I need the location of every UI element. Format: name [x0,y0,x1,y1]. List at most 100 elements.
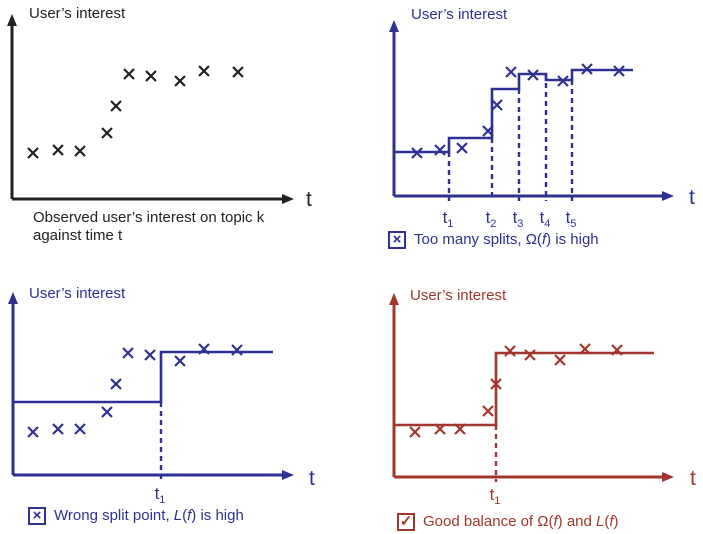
x-mark-icon [198,343,210,355]
panel-caption: × Wrong split point, L(f) is high [28,506,244,525]
step-function-line [394,351,654,427]
caption-segment: f [187,507,192,524]
x-mark-icon [581,63,593,75]
x-mark-icon [122,347,134,359]
x-mark-icon [101,406,113,418]
x-mark-icon [74,145,86,157]
x-axis-arrow-icon [282,194,294,204]
x-mark-icon [554,354,566,366]
caption-segment: f [553,513,558,530]
x-axis-arrow-icon [282,470,294,480]
caption-segment: L [596,513,605,530]
split-label: t1 [490,485,501,507]
caption-segment: ) [613,513,619,530]
x-mark-icon [491,99,503,111]
caption-segment: Good balance of [423,513,538,530]
data-points [27,343,243,438]
split-label: t2 [486,208,497,230]
x-mark-icon [145,70,157,82]
caption-line: Observed user’s interest on topic k [33,209,265,226]
x-mark-icon [524,349,536,361]
y-axis-arrow-icon [389,20,399,32]
boxed-x-icon: × [388,230,406,249]
x-mark-icon [579,343,591,355]
x-mark-icon [454,423,466,435]
caption-segment: Wrong split point, [54,507,174,524]
caption-segment: Ω( [525,231,542,248]
x-mark-icon [434,144,446,156]
caption-segment: f [609,513,614,530]
axis-title: User’s interest [411,6,508,23]
x-mark-icon [504,345,516,357]
caption-segment: ) is high [546,231,599,248]
caption-segment: Too many splits, [414,231,526,248]
x-mark-icon [101,127,113,139]
axis-title: User’s interest [410,287,507,304]
t-axis-label: t [306,188,312,211]
axis-title: User’s interest [29,285,126,302]
caption-segment: ) is high [191,507,244,524]
x-mark-icon [27,147,39,159]
caption-text: Too many splits, Ω(f) is high [414,230,599,249]
caption-segment: Ω( [537,513,554,530]
panel-plot-too-many-splits: User’s interest t t1 t2 t3 t4 t5 [389,6,695,230]
x-axis-arrow-icon [662,191,674,201]
data-points [27,65,244,159]
panel-plot-observed: User’s interest t [7,5,312,211]
axis-title: User’s interest [29,5,126,22]
caption-segment: ( [182,507,188,524]
x-mark-icon [174,355,186,367]
x-mark-icon [52,144,64,156]
panel-caption: × Too many splits, Ω(f) is high [388,230,599,249]
panel-plot-wrong-split: User’s interest t t1 [8,285,315,506]
x-mark-icon [198,65,210,77]
x-mark-icon [456,142,468,154]
panel-caption: ✓ Good balance of Ω(f) and L(f) [397,512,619,531]
panel-observed: User’s interest t Observed user’s interest… [0,0,352,267]
y-axis-arrow-icon [8,292,18,304]
caption-segment: L [173,507,183,524]
step-function-line [13,350,273,404]
x-mark-icon [490,378,502,390]
step-function-line [394,68,633,154]
x-mark-icon [52,423,64,435]
caption-line: against time t [33,227,123,244]
x-mark-icon [231,344,243,356]
caption-segment: ( [604,513,610,530]
x-mark-icon [482,405,494,417]
caption-text: Wrong split point, L(f) is high [54,506,244,525]
t-axis-label: t [309,467,315,490]
panel-caption: Observed user’s interest on topic k again… [33,209,264,245]
y-axis-arrow-icon [389,293,399,305]
x-mark-icon [557,75,569,87]
caption-text: Good balance of Ω(f) and L(f) [423,512,619,531]
split-label: t1 [155,484,166,506]
x-mark-icon [144,349,156,361]
t-axis-label: t [690,467,696,490]
x-mark-icon [613,65,625,77]
split-label: t3 [513,208,524,230]
data-points [409,343,623,438]
panel-plot-good-balance: User’s interest t t1 [389,287,696,507]
x-mark-icon [174,75,186,87]
x-mark-icon [527,69,539,81]
x-mark-icon [110,100,122,112]
boxed-check-icon: ✓ [397,512,415,531]
panel-good-balance: User’s interest t t1 ✓ Good balance of Ω(f) … [352,267,703,534]
panel-wrong-split: User’s interest t t1 × Wrong split point, L(… [0,267,352,534]
x-mark-icon [74,423,86,435]
boxed-x-icon: × [28,506,46,525]
caption-segment: ) and [557,513,597,530]
x-mark-icon [110,378,122,390]
y-axis-arrow-icon [7,14,17,26]
split-label: t5 [566,208,577,230]
x-mark-icon [123,68,135,80]
data-points [411,63,625,159]
t-axis-label: t [689,186,695,209]
x-mark-icon [505,66,517,78]
x-mark-icon [409,426,421,438]
x-mark-icon [482,125,494,137]
x-mark-icon [434,423,446,435]
caption-segment: f [541,231,547,248]
